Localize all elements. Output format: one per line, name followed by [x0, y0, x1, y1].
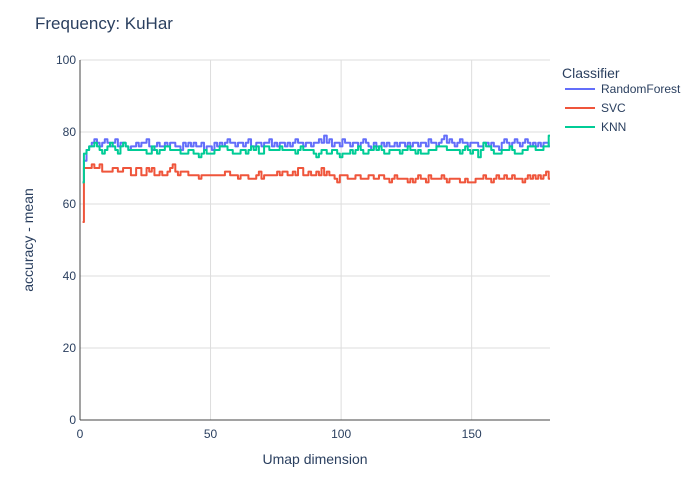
legend-title: Classifier	[562, 65, 620, 81]
y-tick-label: 100	[56, 53, 76, 67]
x-tick-label: 50	[204, 427, 218, 441]
series-line-randomforest[interactable]	[82, 134, 550, 184]
legend-item-svc[interactable]: SVC	[565, 101, 626, 115]
legend-label: SVC	[601, 101, 626, 115]
legend-label: RandomForest	[601, 82, 681, 96]
y-axis-title: accuracy - mean	[20, 188, 36, 291]
legend-items[interactable]: RandomForest SVC KNN	[565, 82, 681, 134]
axes	[79, 60, 550, 421]
x-tick-label: 0	[77, 427, 84, 441]
grid-lines	[80, 59, 550, 420]
legend-item-randomforest[interactable]: RandomForest	[565, 82, 681, 96]
x-axis-title: Umap dimension	[262, 451, 367, 467]
series-lines[interactable]	[82, 134, 550, 223]
y-tick-label: 60	[63, 197, 77, 211]
y-tick-label: 80	[63, 125, 77, 139]
y-tick-label: 40	[63, 269, 77, 283]
legend[interactable]: Classifier RandomForest SVC KNN	[562, 65, 681, 134]
legend-label: KNN	[601, 120, 626, 134]
y-tick-label: 0	[69, 413, 76, 427]
y-tick-label: 20	[63, 341, 77, 355]
legend-item-knn[interactable]: KNN	[565, 120, 626, 134]
x-tick-label: 100	[331, 427, 351, 441]
series-line-svc[interactable]	[82, 163, 550, 223]
series-line-knn[interactable]	[82, 134, 550, 184]
chart-title: Frequency: KuHar	[35, 14, 173, 33]
tick-labels: 0 20 40 60 80 100 0 50 100 150	[56, 53, 482, 441]
x-tick-label: 150	[462, 427, 482, 441]
